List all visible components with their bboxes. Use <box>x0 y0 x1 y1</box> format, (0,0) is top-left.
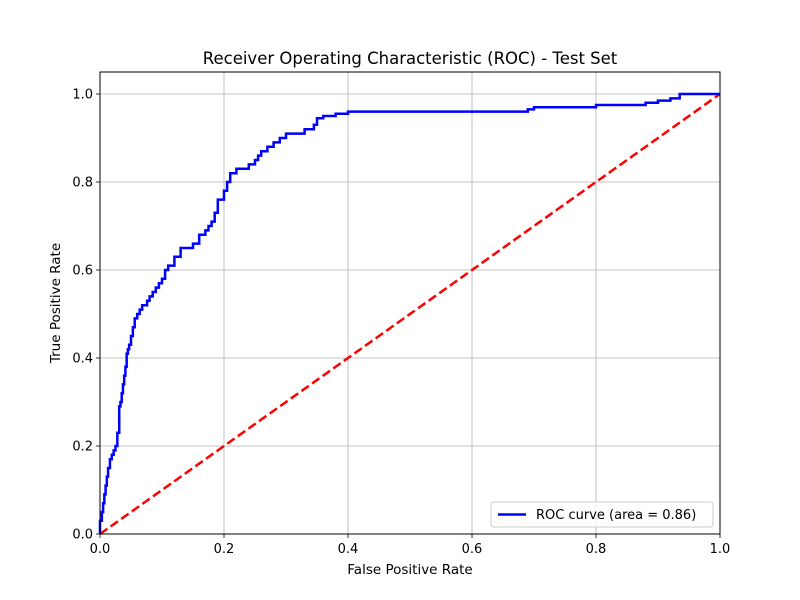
chart-title: Receiver Operating Characteristic (ROC) … <box>203 49 618 68</box>
axis-ticks: 0.0 0.2 0.4 0.6 0.8 1.0 0.0 0.2 0.4 0.6 0.8 1.0 <box>72 88 730 558</box>
y-tick-label: 0.0 <box>72 528 93 543</box>
x-tick-label: 0.0 <box>90 542 111 557</box>
y-tick-label: 0.2 <box>72 440 93 455</box>
legend-box <box>490 501 714 528</box>
grid-lines <box>99 72 721 535</box>
y-tick-label: 0.8 <box>72 176 93 191</box>
plot-frame <box>99 71 721 535</box>
roc-curve-line <box>98 92 720 534</box>
y-tick-label: 1.0 <box>72 88 93 103</box>
chance-diagonal-line <box>99 92 721 536</box>
x-axis-label: False Positive Rate <box>347 562 472 578</box>
x-tick-label: 0.2 <box>214 542 235 557</box>
series-lines <box>98 92 721 536</box>
x-tick-label: 0.8 <box>586 542 607 557</box>
y-axis-label: True Positive Rate <box>48 243 64 364</box>
x-tick-label: 0.6 <box>462 542 483 557</box>
legend: ROC curve (area = 0.86) <box>490 501 714 528</box>
legend-label-roc: ROC curve (area = 0.86) <box>536 508 696 523</box>
y-tick-label: 0.4 <box>72 352 93 367</box>
y-tick-label: 0.6 <box>72 264 93 279</box>
x-tick-label: 0.4 <box>338 542 359 557</box>
plot-area <box>100 72 720 534</box>
x-tick-label: 1.0 <box>710 542 731 557</box>
